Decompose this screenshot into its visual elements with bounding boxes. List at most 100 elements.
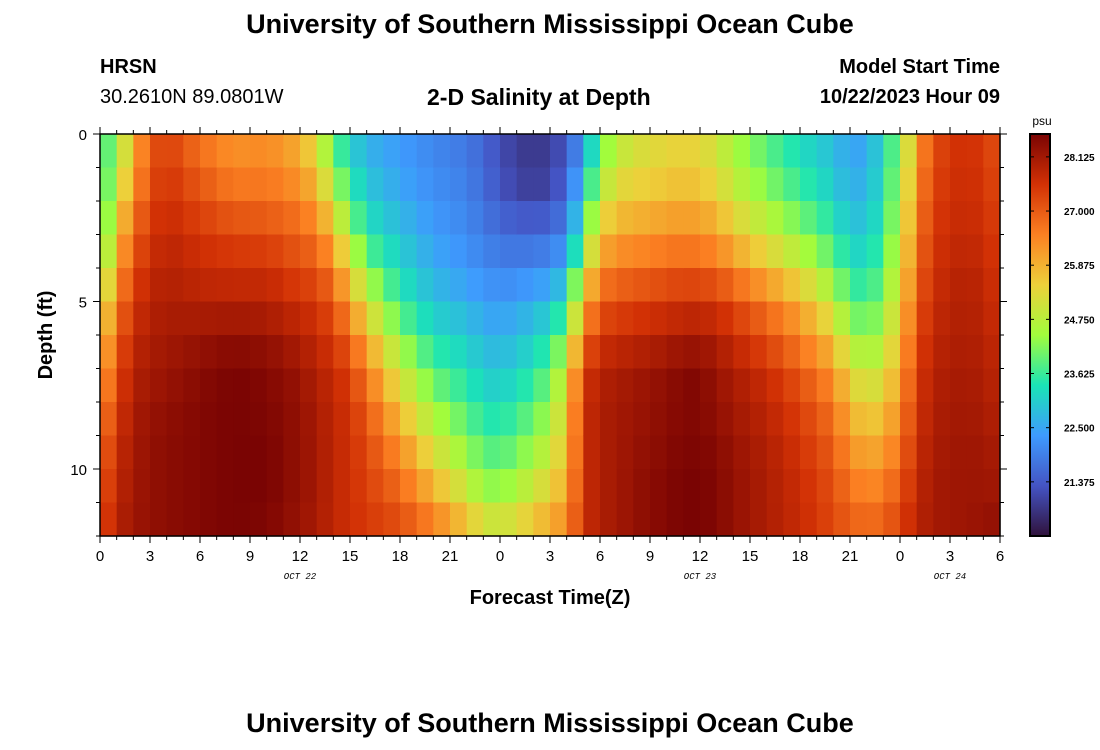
heatmap-cell <box>366 402 384 437</box>
heatmap-cell <box>583 167 601 202</box>
heatmap-cell <box>216 234 234 269</box>
heatmap-cell <box>333 435 351 470</box>
heatmap-cell <box>783 301 801 336</box>
heatmap-cell <box>316 301 334 336</box>
heatmap-cell <box>250 368 268 403</box>
heatmap-cell <box>733 469 751 504</box>
heatmap-cell <box>900 234 918 269</box>
heatmap-cell <box>233 335 251 370</box>
heatmap-cell <box>266 201 284 236</box>
station-coordinates: 30.2610N 89.0801W <box>100 86 284 108</box>
heatmap-cell <box>233 201 251 236</box>
heatmap-cell <box>800 368 818 403</box>
heatmap-cell <box>166 368 184 403</box>
heatmap-cell <box>900 167 918 202</box>
heatmap-cell <box>900 301 918 336</box>
heatmap-cell <box>216 435 234 470</box>
heatmap-cell <box>350 435 368 470</box>
heatmap-cell <box>683 134 701 169</box>
heatmap-cell <box>166 301 184 336</box>
heatmap-cell <box>100 134 118 169</box>
heatmap-cell <box>783 134 801 169</box>
colorbar: psu 28.125 27.000 25.875 24.750 23.625 22.500… <box>1029 114 1095 537</box>
heatmap-cell <box>233 268 251 303</box>
heatmap-cell <box>133 435 151 470</box>
heatmap-cell <box>266 234 284 269</box>
heatmap-cell <box>283 435 301 470</box>
heatmap-cell <box>833 201 851 236</box>
heatmap-cell <box>516 167 534 202</box>
heatmap-cell <box>883 201 901 236</box>
heatmap-cell <box>733 502 751 537</box>
heatmap-cell <box>900 134 918 169</box>
colorbar-tick-label: 28.125 <box>1064 153 1095 164</box>
heatmap-cell <box>666 335 684 370</box>
heatmap-cell <box>600 201 618 236</box>
heatmap-cell <box>166 402 184 437</box>
heatmap-cell <box>750 301 768 336</box>
heatmap-cell <box>433 435 451 470</box>
heatmap-cell <box>416 368 434 403</box>
heatmap-cell <box>883 402 901 437</box>
heatmap-cell <box>266 301 284 336</box>
heatmap-cell <box>100 335 118 370</box>
y-tick-label: 10 <box>70 462 87 479</box>
heatmap-cell <box>900 402 918 437</box>
heatmap-cell <box>283 402 301 437</box>
heatmap-cell <box>666 435 684 470</box>
heatmap-cell <box>983 301 1001 336</box>
heatmap-cell <box>283 502 301 537</box>
heatmap-cell <box>283 268 301 303</box>
heatmap-cell <box>816 469 834 504</box>
heatmap-cell <box>300 167 318 202</box>
heatmap-cell <box>583 268 601 303</box>
heatmap-cell <box>300 435 318 470</box>
heatmap-cell <box>650 201 668 236</box>
colorbar-tick-label: 27.000 <box>1064 207 1095 218</box>
heatmap-cell <box>200 435 218 470</box>
heatmap-cell <box>350 402 368 437</box>
heatmap-cell <box>766 301 784 336</box>
heatmap-cell <box>816 167 834 202</box>
heatmap-cell <box>750 502 768 537</box>
heatmap-cell <box>733 435 751 470</box>
heatmap-cell <box>550 469 568 504</box>
heatmap-cell <box>800 469 818 504</box>
heatmap-cell <box>550 435 568 470</box>
heatmap-cell <box>983 502 1001 537</box>
heatmap-cell <box>733 335 751 370</box>
heatmap-cell <box>150 134 168 169</box>
heatmap-cell <box>533 201 551 236</box>
heatmap-cell <box>450 402 468 437</box>
heatmap-cell <box>950 435 968 470</box>
heatmap-cell <box>300 368 318 403</box>
heatmap-cell <box>150 167 168 202</box>
heatmap-cell <box>216 502 234 537</box>
heatmap-cell <box>616 167 634 202</box>
heatmap-cell <box>950 469 968 504</box>
heatmap-cell <box>116 502 134 537</box>
heatmap-cell <box>500 234 518 269</box>
heatmap-cell <box>150 201 168 236</box>
heatmap-cell <box>200 134 218 169</box>
heatmap-cell <box>300 201 318 236</box>
heatmap-cell <box>700 435 718 470</box>
heatmap-cell <box>683 167 701 202</box>
heatmap-cells <box>100 134 1001 537</box>
heatmap-cell <box>383 368 401 403</box>
heatmap-cell <box>400 435 418 470</box>
heatmap-cell <box>800 435 818 470</box>
heatmap-cell <box>716 268 734 303</box>
heatmap-cell <box>916 469 934 504</box>
heatmap-cell <box>950 301 968 336</box>
heatmap-cell <box>233 301 251 336</box>
heatmap-cell <box>616 502 634 537</box>
heatmap-cell <box>666 502 684 537</box>
heatmap-cell <box>983 368 1001 403</box>
heatmap-cell <box>183 402 201 437</box>
heatmap-cell <box>166 268 184 303</box>
heatmap-cell <box>583 201 601 236</box>
heatmap-cell <box>116 335 134 370</box>
heatmap-cell <box>383 301 401 336</box>
heatmap-cell <box>950 134 968 169</box>
